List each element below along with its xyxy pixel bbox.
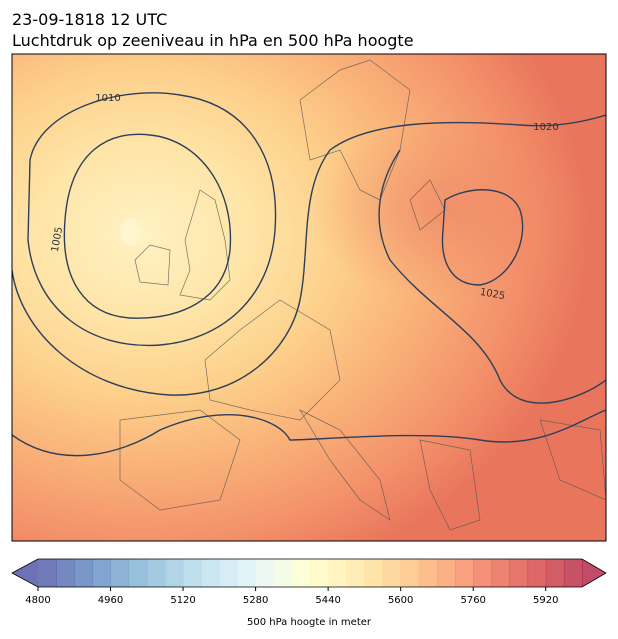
colorbar-segment — [74, 559, 93, 587]
colorbar: 4800 4960 5120 5280 5440 5600 5760 5920 — [11, 558, 607, 606]
map — [12, 54, 606, 541]
subtitle: Luchtdruk op zeeniveau in hPa en 500 hPa… — [12, 31, 414, 50]
colorbar-segment — [38, 559, 57, 587]
colorbar-outline — [11, 558, 607, 588]
colorbar-segment — [382, 559, 402, 587]
colorbar-segment — [219, 559, 238, 587]
colorbar-label: 500 hPa hoogte in meter — [247, 617, 372, 628]
contour-label: 1005 — [50, 226, 65, 253]
extend-high — [582, 559, 606, 587]
colorbar-segment — [146, 559, 166, 587]
colorbar-tick-label: 5760 — [460, 595, 485, 606]
contour-1020 — [378, 149, 606, 404]
contour-1005 — [63, 133, 232, 319]
contour-1015-south — [12, 409, 606, 457]
colorbar-segment — [201, 559, 220, 587]
colorbar-tick-label: 4800 — [25, 595, 50, 606]
colorbar-segment — [328, 559, 347, 587]
colorbar-segment — [273, 559, 293, 587]
colorbar-segment — [473, 559, 492, 587]
colorbar-tick-label: 5600 — [388, 595, 413, 606]
colorbar-segment — [545, 559, 565, 587]
colorbar-tick-label: 5280 — [243, 595, 268, 606]
colorbar-segment — [418, 559, 438, 587]
colorbar-segment — [183, 559, 202, 587]
colorbar-segment — [164, 559, 184, 587]
colorbar-segment — [563, 559, 583, 587]
colorbar-segment — [436, 559, 456, 587]
colorbar-segment — [310, 559, 329, 587]
contour-1025 — [441, 189, 524, 286]
colorbar-segment — [346, 559, 365, 587]
colorbar-segment — [509, 559, 529, 587]
colorbar-tick-label: 5440 — [315, 595, 340, 606]
contour-1010 — [27, 92, 277, 347]
colorbar-tick-label: 5120 — [170, 595, 195, 606]
contour-label: 1010 — [95, 93, 120, 104]
colorbar-segment — [491, 559, 510, 587]
high-area — [310, 120, 590, 300]
colorbar-tick-label: 5920 — [533, 595, 558, 606]
colorbar-segment — [527, 559, 547, 587]
contour-label: 1020 — [533, 122, 558, 133]
low-core — [120, 218, 140, 246]
height-field — [12, 54, 606, 541]
colorbar-segment — [56, 559, 75, 587]
colorbar-segment — [110, 559, 130, 587]
colorbar-segment — [400, 559, 420, 587]
colorbar-segment — [92, 559, 112, 587]
contour-1015 — [12, 114, 606, 396]
colorbar-segment — [128, 559, 148, 587]
colorbar-segment — [237, 559, 257, 587]
colorbar-segment — [291, 559, 311, 587]
title: 23-09-1818 12 UTC — [12, 10, 167, 29]
colorbar-segment — [455, 559, 474, 587]
contour-label: 1025 — [479, 287, 506, 302]
extend-low — [12, 559, 38, 587]
map-frame — [11, 53, 607, 542]
colorbar-segment — [255, 559, 275, 587]
colorbar-segment — [364, 559, 384, 587]
colorbar-tick-label: 4960 — [98, 595, 123, 606]
